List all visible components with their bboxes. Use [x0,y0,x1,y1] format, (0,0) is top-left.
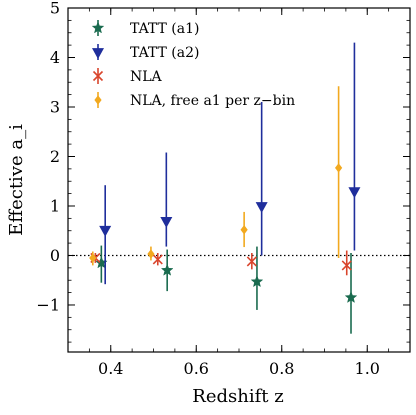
data-point [147,249,155,259]
data-point [89,253,97,263]
legend-marker [92,48,104,59]
series-0 [94,245,358,334]
series-1 [99,42,361,285]
data-point [152,254,163,265]
y-tick-label: 3 [50,97,60,116]
y-tick-label: −1 [36,295,60,314]
legend-label: NLA, free a1 per z−bin [130,93,295,109]
legend-marker [94,95,102,105]
x-tick-label: 0.6 [184,359,209,378]
data-point [160,216,173,228]
data-point [255,202,268,213]
data-point [160,263,174,276]
x-tick-label: 0.8 [269,359,294,378]
y-axis-label: Effective a_i [6,124,27,236]
y-tick-label: 2 [50,147,60,166]
y-tick-label: 0 [50,246,60,265]
legend-marker-stroke [92,70,104,82]
x-axis-label: Redshift z [192,386,283,407]
y-tick-label: 5 [50,0,60,18]
plot-frame [67,7,411,353]
data-point [250,275,264,288]
data-point [335,163,343,173]
plot-marks [68,42,410,334]
legend-entry: TATT (a2) [92,44,199,61]
legend-label: TATT (a2) [130,45,199,61]
y-tick-label: 4 [50,48,60,67]
y-tick-label: 1 [50,196,60,215]
legend-entry: NLA, free a1 per z−bin [94,92,295,109]
data-point-stroke [246,256,257,267]
data-point [341,260,352,271]
data-point-stroke [341,260,352,271]
legend-marker [92,70,104,82]
x-tick-label: 0.4 [98,359,123,378]
series-3 [89,86,343,266]
data-point [99,225,112,237]
data-point [240,224,248,235]
legend-entry: NLA [92,68,163,85]
legend-marker [91,21,105,34]
data-point-stroke [152,254,163,265]
legend: TATT (a1) TATT (a2) NLA NLA, free a1 per z−… [91,20,295,109]
legend-label: NLA [130,69,163,85]
series-2 [90,250,352,276]
legend-entry: TATT (a1) [91,20,199,37]
data-point [246,256,257,267]
data-point [344,290,358,303]
axes: 0.4 0.6 0.8 1.0 −1 0 1 2 3 4 5 [36,0,411,378]
data-point [348,187,361,199]
legend-label: TATT (a1) [130,21,199,37]
x-tick-label: 1.0 [355,359,380,378]
